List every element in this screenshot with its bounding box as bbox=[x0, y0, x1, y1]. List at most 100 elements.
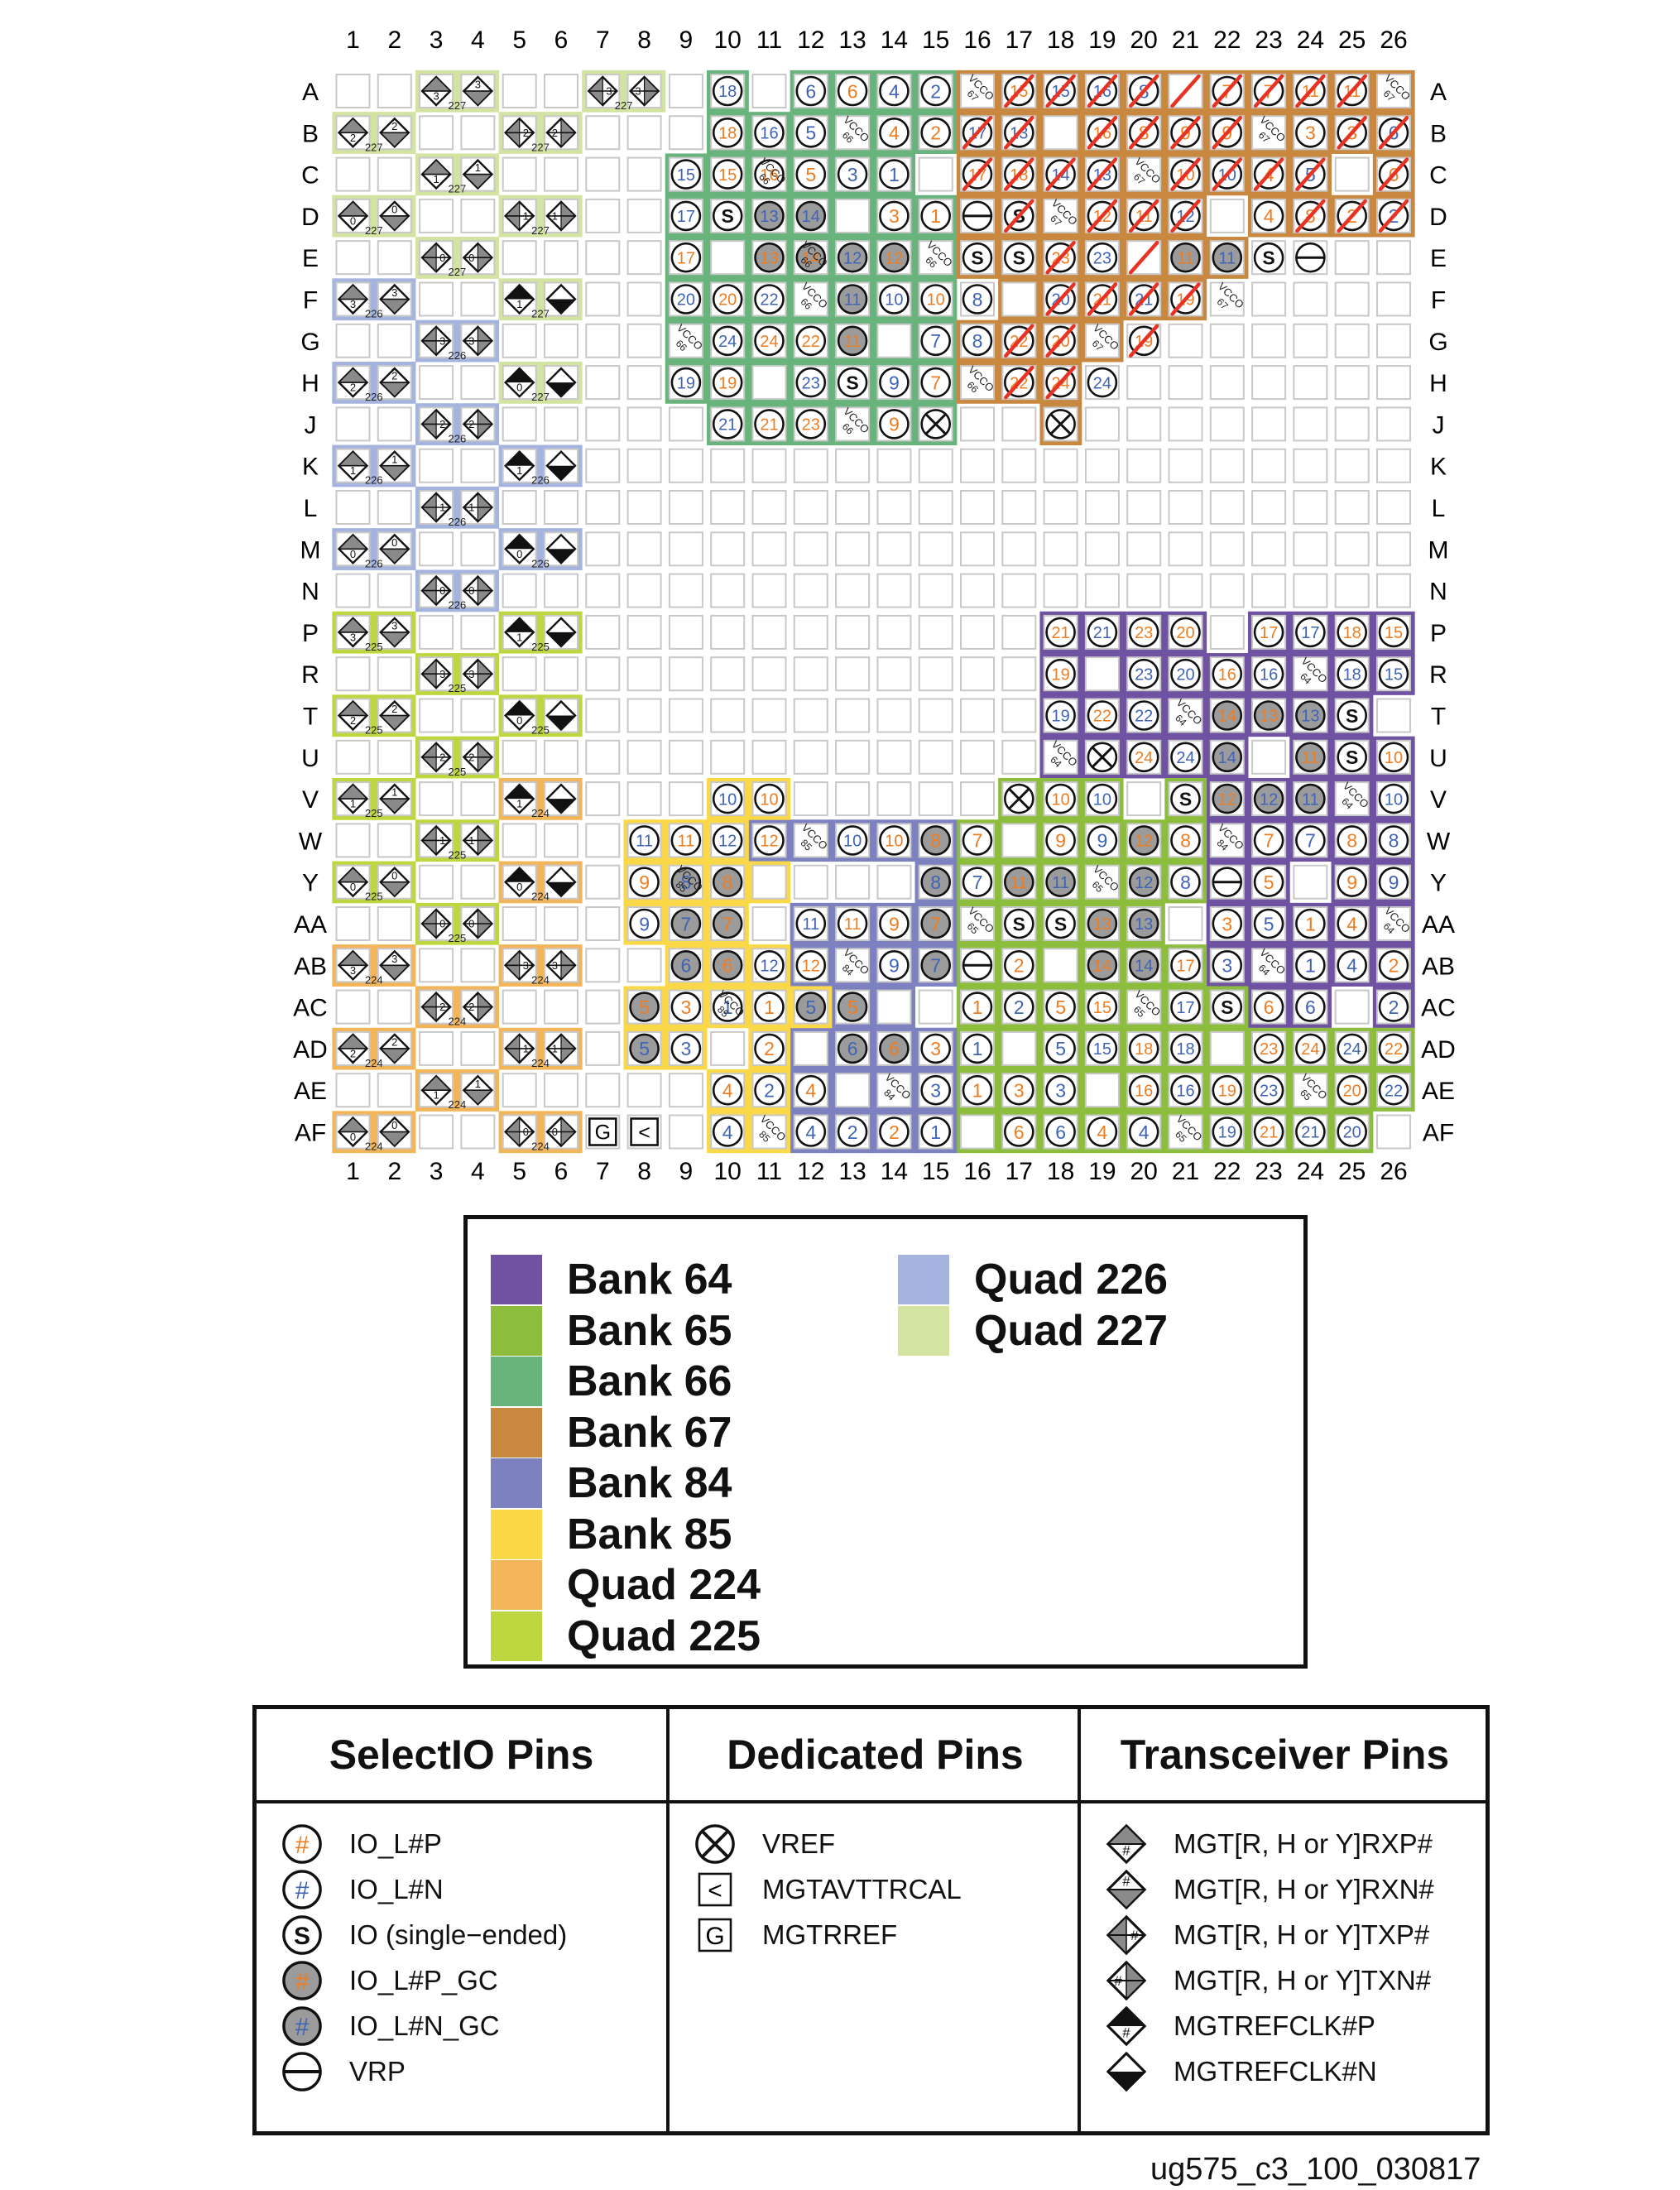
quad-label: 224 bbox=[449, 1098, 467, 1111]
strike-mark bbox=[1087, 282, 1118, 316]
pin-circle bbox=[879, 908, 910, 939]
transceiver-header: Transceiver Pins bbox=[1081, 1709, 1489, 1803]
pin-AB14: 9 bbox=[879, 950, 910, 981]
pin-number: 18 bbox=[1176, 1040, 1194, 1059]
dedicated-glyph: < bbox=[638, 1121, 650, 1145]
pin-circle bbox=[1170, 950, 1201, 981]
mgt-pin-B2: 2 bbox=[379, 117, 410, 148]
pin-D11: 13 bbox=[754, 200, 785, 232]
strike-mark bbox=[1004, 199, 1034, 233]
pin-AE18: 3 bbox=[1045, 1074, 1076, 1106]
strike-mark bbox=[1087, 157, 1118, 191]
row-label-left: J bbox=[305, 411, 317, 439]
pin-cell bbox=[1376, 365, 1411, 401]
pin-cell bbox=[1001, 573, 1037, 608]
col-label-top: 2 bbox=[387, 26, 401, 54]
mgt-lane: 3 bbox=[468, 334, 474, 347]
pin-cell bbox=[460, 448, 496, 483]
pin-V10: 10 bbox=[712, 783, 743, 814]
pin-circle bbox=[629, 1033, 660, 1064]
pin-number: 2 bbox=[1389, 955, 1399, 977]
dedicated-box bbox=[698, 1872, 732, 1907]
pin-cell bbox=[419, 948, 454, 983]
quad-label: 224 bbox=[531, 807, 550, 819]
pin-circle bbox=[1087, 700, 1118, 731]
mgt-lane: # bbox=[1130, 1928, 1139, 1943]
pin-AB21: 17 bbox=[1170, 950, 1201, 981]
strike-mark bbox=[1045, 282, 1076, 316]
pin-cell bbox=[1084, 573, 1120, 608]
pin-number: 1 bbox=[972, 1079, 983, 1101]
pin-cell bbox=[960, 531, 995, 567]
pin-number: 6 bbox=[1014, 1121, 1025, 1143]
pin-cell bbox=[585, 281, 621, 317]
pin-C11: 16 bbox=[754, 159, 785, 190]
pin-number: 11 bbox=[844, 291, 862, 310]
pin-circle bbox=[1295, 617, 1326, 648]
pin-cell bbox=[544, 74, 578, 108]
pin-cell bbox=[544, 156, 578, 192]
pin-cell bbox=[1168, 698, 1203, 733]
pin-circle bbox=[1087, 950, 1118, 981]
pin-cell bbox=[502, 656, 537, 692]
pin-circle bbox=[1004, 242, 1034, 273]
pin-AA18: S bbox=[1045, 908, 1076, 939]
pin-cell bbox=[751, 698, 787, 733]
pin-W10: 12 bbox=[712, 825, 743, 856]
pin-number: 14 bbox=[1218, 749, 1236, 767]
pin-cell bbox=[1334, 989, 1370, 1025]
pin-circle bbox=[1087, 1033, 1118, 1064]
pin-circle bbox=[712, 325, 743, 357]
pin-number: 3 bbox=[1222, 955, 1232, 977]
pin-cell bbox=[1043, 448, 1078, 483]
pin-number: 22 bbox=[1385, 1040, 1403, 1059]
legend-q224: Quad 224 bbox=[491, 1560, 761, 1610]
pin-circle bbox=[712, 825, 743, 856]
pin-cell bbox=[460, 281, 496, 317]
pin-E9: 17 bbox=[670, 242, 702, 273]
mgt-pin-T2: 2 bbox=[379, 699, 410, 732]
pin-number: 20 bbox=[1343, 1124, 1361, 1142]
pin-number: # bbox=[295, 1877, 310, 1904]
pin-cell bbox=[419, 614, 454, 650]
row-label-left: AD bbox=[293, 1036, 328, 1064]
pin-V23: 12 bbox=[1253, 783, 1284, 814]
pin-number: 18 bbox=[1343, 624, 1361, 642]
pin-AD18: 5 bbox=[1045, 1033, 1076, 1064]
mgt-lane: 3 bbox=[391, 953, 397, 965]
pin-circle bbox=[962, 825, 993, 856]
pin-number: 8 bbox=[681, 872, 692, 893]
pin-circle bbox=[920, 325, 951, 357]
pin-circle bbox=[879, 950, 910, 981]
pin-number: 4 bbox=[1097, 1121, 1108, 1143]
mgt-pin-H2: 2 bbox=[379, 367, 410, 398]
dedicated-key-column: Dedicated Pins VREF < MGTAVTTRCAL G MGTRREF bbox=[666, 1709, 1081, 2131]
pin-circle bbox=[1337, 742, 1367, 773]
pin-circle bbox=[712, 867, 743, 897]
pin-W24: 7 bbox=[1295, 825, 1326, 856]
mgt-lane: 0 bbox=[350, 1131, 356, 1143]
pin-number: 10 bbox=[1051, 790, 1069, 809]
pin-circle bbox=[1087, 908, 1118, 939]
col-label-bottom: 21 bbox=[1172, 1158, 1199, 1185]
pin-number: 13 bbox=[1093, 915, 1111, 934]
pin-cell bbox=[1043, 490, 1078, 525]
pin-AF12: 4 bbox=[795, 1117, 827, 1147]
pin-B10: 18 bbox=[712, 118, 743, 148]
row-label-right: N bbox=[1429, 579, 1447, 606]
pin-number: 10 bbox=[718, 790, 737, 809]
pin-number: 3 bbox=[681, 997, 692, 1018]
pin-number: 13 bbox=[760, 249, 778, 267]
pin-circle bbox=[1212, 950, 1243, 981]
legend-label: Bank 66 bbox=[567, 1357, 732, 1405]
mgt-half bbox=[505, 285, 534, 300]
mgt-pin-AA4: 0 bbox=[462, 908, 494, 939]
pin-G16: 8 bbox=[962, 325, 993, 357]
pin-cell bbox=[460, 1030, 496, 1066]
pin-cell bbox=[835, 781, 871, 817]
pin-cell bbox=[1001, 531, 1037, 567]
pin-cell bbox=[585, 406, 621, 442]
mgt-lane: 2 bbox=[468, 751, 474, 763]
pin-circle bbox=[1128, 1074, 1159, 1106]
pin-number: 12 bbox=[1135, 874, 1153, 892]
